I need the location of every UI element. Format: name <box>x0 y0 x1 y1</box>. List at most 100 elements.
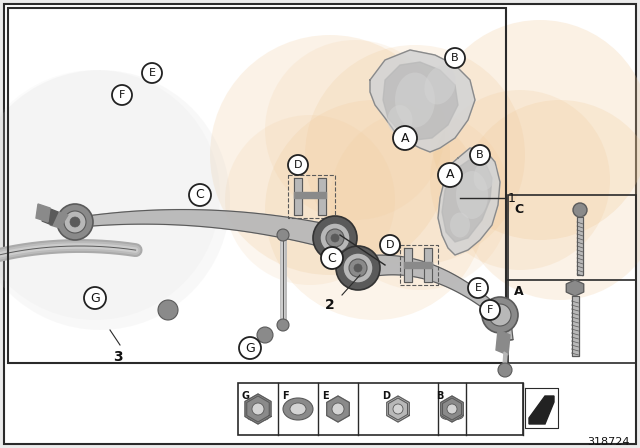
Ellipse shape <box>283 398 313 420</box>
Polygon shape <box>503 352 507 368</box>
Ellipse shape <box>388 412 408 418</box>
Polygon shape <box>327 396 349 422</box>
Circle shape <box>343 253 373 283</box>
Polygon shape <box>566 280 584 296</box>
Polygon shape <box>50 212 68 228</box>
Circle shape <box>430 90 610 270</box>
Text: C: C <box>196 189 204 202</box>
Polygon shape <box>529 396 554 424</box>
Text: 1: 1 <box>508 191 516 204</box>
Circle shape <box>468 278 488 298</box>
Text: B: B <box>451 53 459 63</box>
Circle shape <box>320 223 350 253</box>
Circle shape <box>326 229 344 247</box>
Polygon shape <box>404 262 432 268</box>
Text: F: F <box>119 90 125 100</box>
Text: C: C <box>328 251 337 264</box>
Circle shape <box>257 327 273 343</box>
Polygon shape <box>572 296 579 356</box>
Circle shape <box>189 184 211 206</box>
Circle shape <box>225 115 395 285</box>
Circle shape <box>64 211 86 233</box>
Polygon shape <box>442 398 461 420</box>
Circle shape <box>84 287 106 309</box>
Text: F: F <box>487 305 493 315</box>
Polygon shape <box>496 330 510 355</box>
Circle shape <box>305 45 525 265</box>
Text: G: G <box>242 391 250 401</box>
Polygon shape <box>387 396 409 422</box>
Polygon shape <box>247 396 269 422</box>
Circle shape <box>430 20 640 240</box>
Polygon shape <box>441 396 463 422</box>
Polygon shape <box>36 204 50 222</box>
Text: A: A <box>445 168 454 181</box>
Circle shape <box>112 85 132 105</box>
Text: E: E <box>148 68 156 78</box>
Circle shape <box>210 35 450 275</box>
Text: B: B <box>436 391 444 401</box>
Ellipse shape <box>474 159 497 191</box>
Circle shape <box>489 304 511 326</box>
Circle shape <box>438 163 462 187</box>
Text: G: G <box>90 292 100 305</box>
Circle shape <box>480 300 500 320</box>
Circle shape <box>70 217 80 227</box>
Ellipse shape <box>387 105 413 135</box>
Circle shape <box>239 337 261 359</box>
Text: 318724: 318724 <box>587 437 629 447</box>
Ellipse shape <box>450 212 470 237</box>
Polygon shape <box>438 148 500 255</box>
Circle shape <box>158 300 178 320</box>
Text: 3: 3 <box>113 350 123 364</box>
Text: 2: 2 <box>325 298 335 312</box>
Circle shape <box>277 319 289 331</box>
Circle shape <box>445 48 465 68</box>
Circle shape <box>393 126 417 150</box>
FancyBboxPatch shape <box>4 4 636 444</box>
Ellipse shape <box>247 413 269 421</box>
Polygon shape <box>525 388 558 428</box>
Circle shape <box>321 247 343 269</box>
Text: F: F <box>282 391 289 401</box>
Ellipse shape <box>441 412 463 420</box>
Circle shape <box>498 363 512 377</box>
Polygon shape <box>442 158 492 242</box>
Text: D: D <box>382 391 390 401</box>
Polygon shape <box>370 50 475 152</box>
Circle shape <box>349 259 367 277</box>
Polygon shape <box>424 248 432 282</box>
Circle shape <box>460 100 640 300</box>
Text: G: G <box>245 341 255 354</box>
Circle shape <box>142 63 162 83</box>
Circle shape <box>57 204 93 240</box>
Circle shape <box>447 404 457 414</box>
Circle shape <box>470 145 490 165</box>
Bar <box>8 8 506 363</box>
FancyBboxPatch shape <box>238 383 523 435</box>
Circle shape <box>393 404 403 414</box>
Circle shape <box>573 203 587 217</box>
Circle shape <box>354 264 362 272</box>
Polygon shape <box>42 208 58 225</box>
Text: A: A <box>401 132 409 145</box>
Circle shape <box>265 100 485 320</box>
Polygon shape <box>294 192 326 198</box>
Circle shape <box>313 216 357 260</box>
Circle shape <box>336 246 380 290</box>
Circle shape <box>252 403 264 415</box>
Circle shape <box>288 155 308 175</box>
Polygon shape <box>577 217 583 275</box>
Circle shape <box>332 403 344 415</box>
Polygon shape <box>404 248 412 282</box>
Text: D: D <box>294 160 302 170</box>
Text: C: C <box>514 203 523 216</box>
Circle shape <box>482 297 518 333</box>
Polygon shape <box>79 210 338 250</box>
Polygon shape <box>383 62 458 140</box>
Polygon shape <box>358 255 503 319</box>
Text: E: E <box>474 283 481 293</box>
Ellipse shape <box>424 65 456 104</box>
Circle shape <box>265 40 445 220</box>
Ellipse shape <box>456 171 488 219</box>
